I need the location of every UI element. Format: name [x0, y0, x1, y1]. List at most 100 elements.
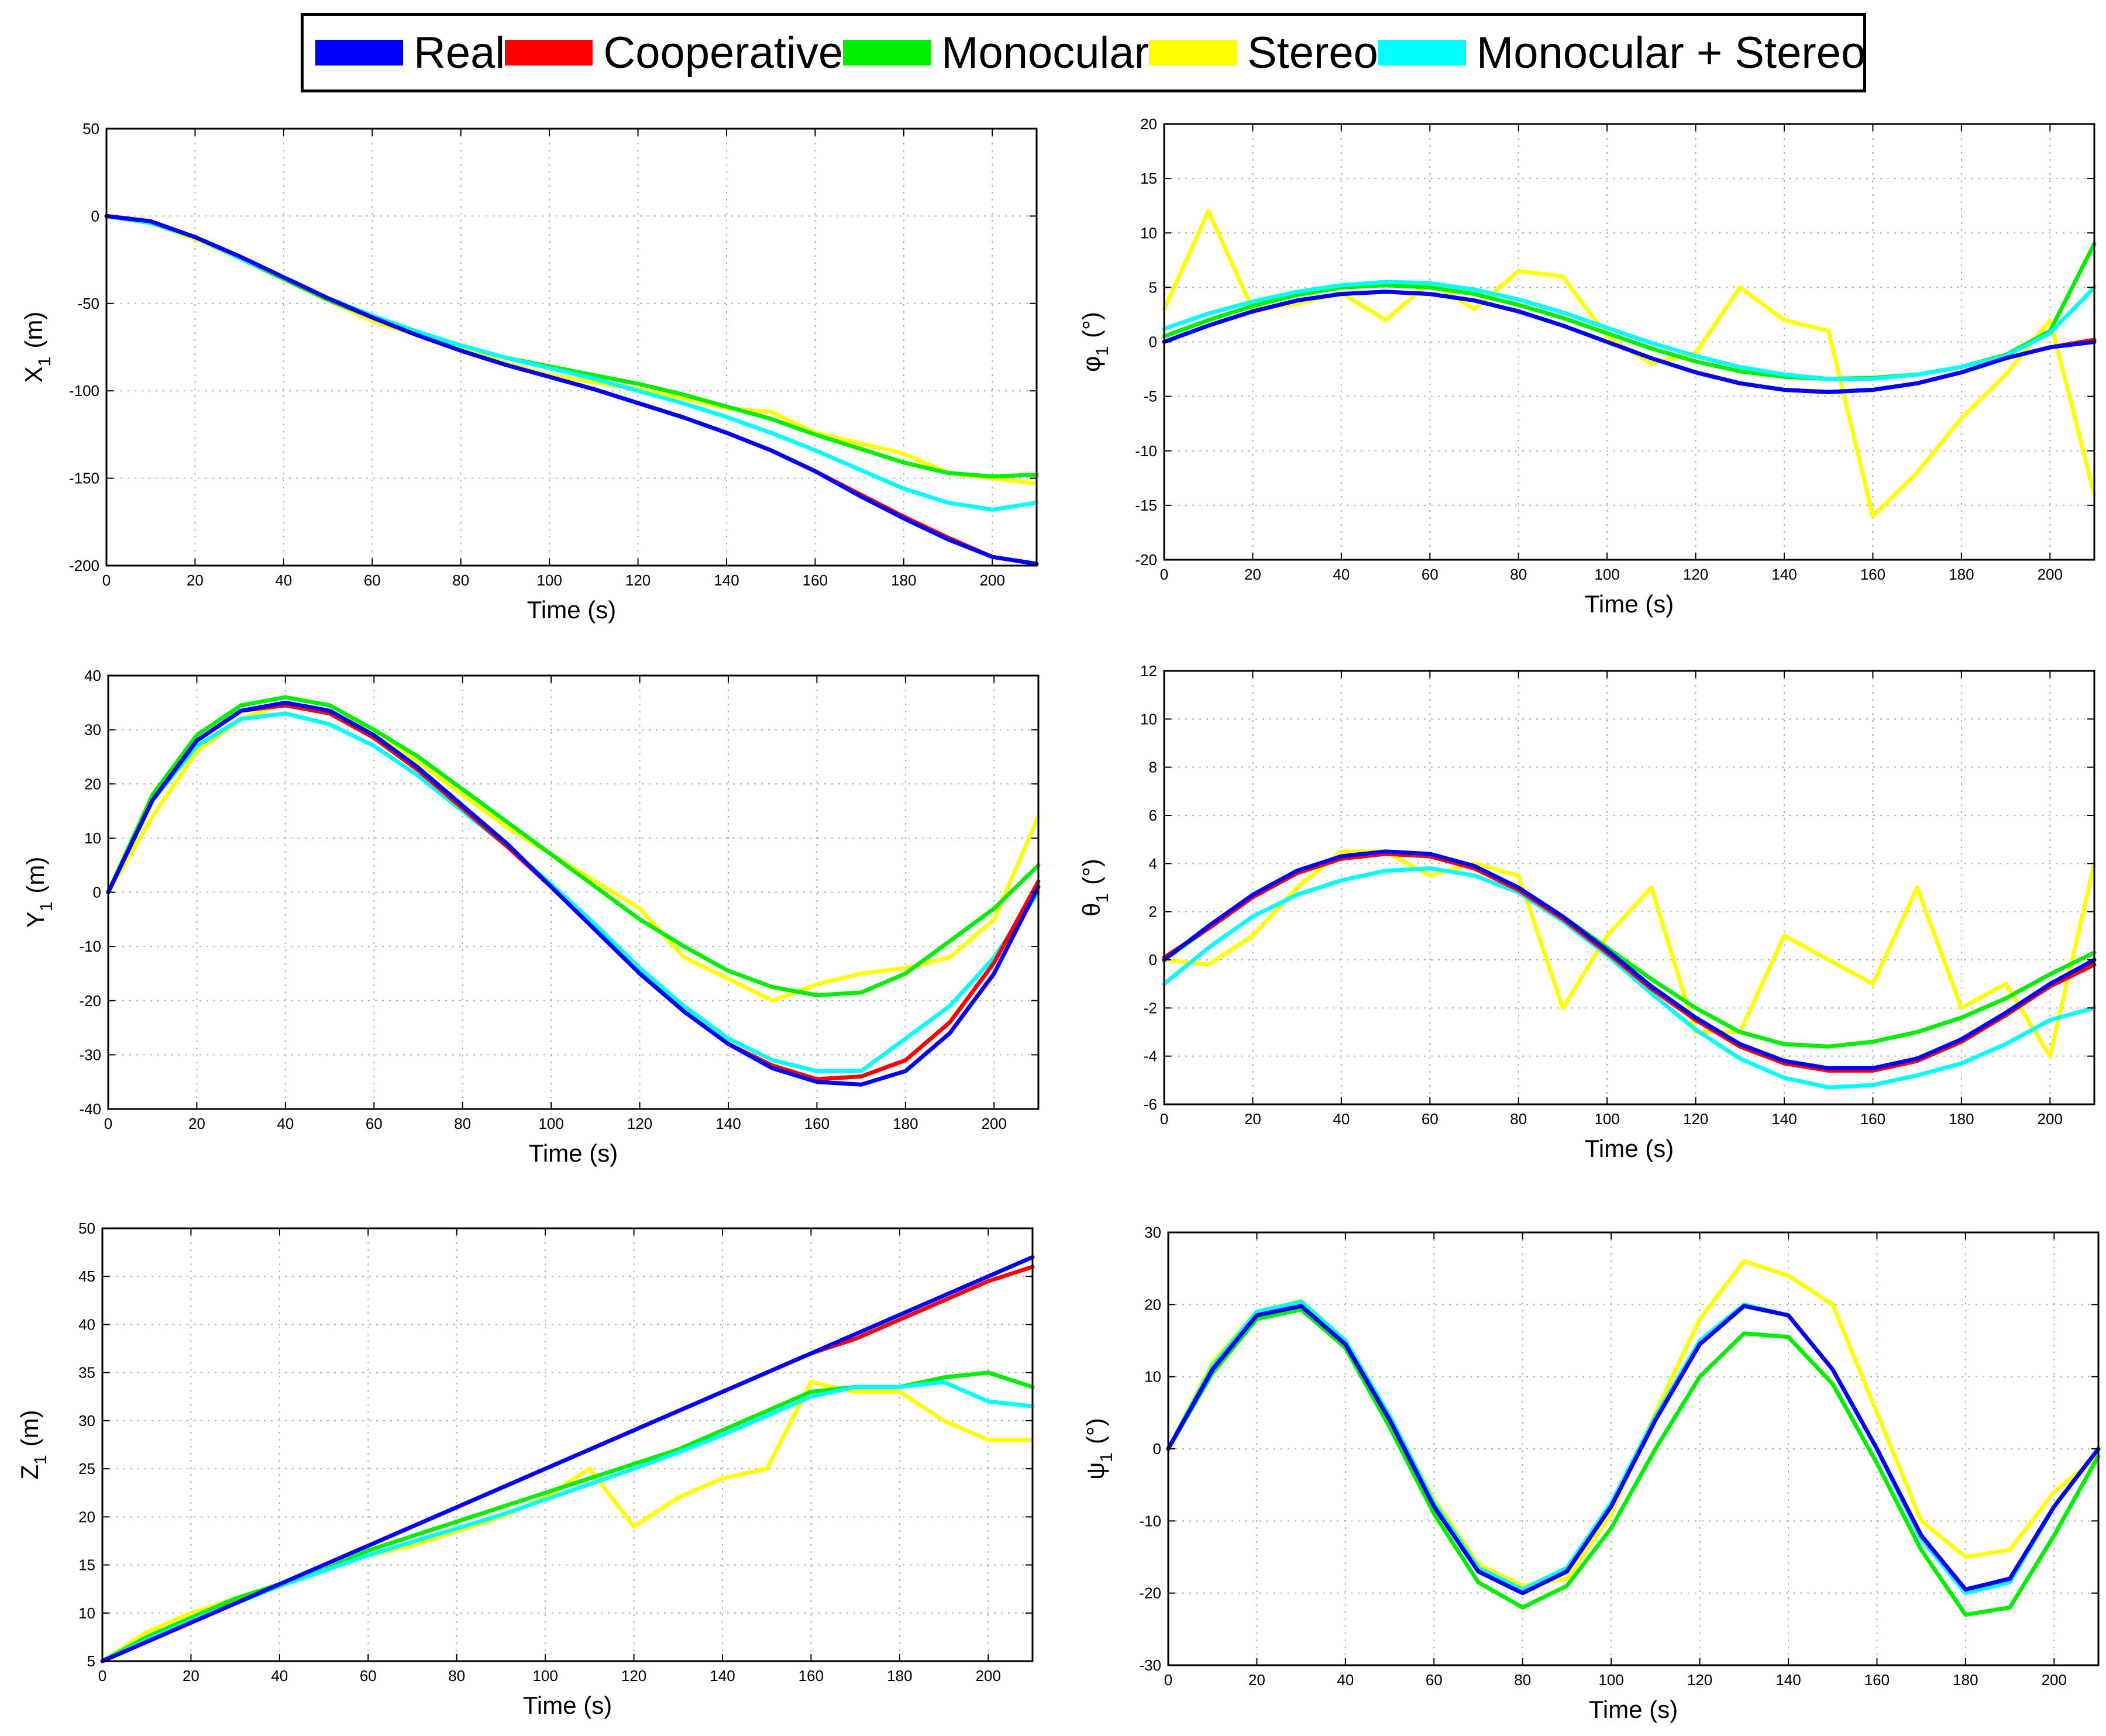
y-tick-label: -10: [1135, 442, 1157, 460]
y-axis-symbol: X: [20, 366, 47, 383]
y-tick-label: 15: [78, 1556, 95, 1574]
y-tick-label: 10: [84, 829, 101, 847]
y-tick-label: -20: [1139, 1585, 1161, 1602]
y-tick-label: 6: [1149, 807, 1157, 824]
x-tick-label: 0: [102, 571, 111, 589]
y-tick-label: -50: [77, 295, 99, 312]
y-tick-label: 10: [1140, 224, 1157, 242]
x-tick-label: 200: [982, 1115, 1007, 1132]
x-tick-label: 180: [891, 571, 916, 589]
y-axis-label: θ1 (°): [1078, 859, 1112, 917]
y-axis-symbol: ψ: [1082, 1462, 1109, 1480]
x-tick-label: 0: [1160, 1110, 1168, 1128]
y-tick-label: -15: [1135, 497, 1157, 514]
chart-psi1: 0 20 40 60 80 100 120 140 160 180 200 -30 -20 -10 0 10 2…: [1082, 1224, 2101, 1723]
x-axis-label: Time (s): [1585, 590, 1674, 618]
y-tick-label: 40: [84, 667, 101, 684]
x-tick-label: 160: [1864, 1671, 1890, 1689]
y-tick-label: 15: [1140, 170, 1157, 187]
x-axis-label: Time (s): [529, 1139, 618, 1167]
x-tick-label: 0: [98, 1667, 106, 1685]
y-axis-label: Y1 (m): [22, 857, 56, 928]
series-line-stereo: [104, 213, 1039, 486]
x-tick-label: 80: [1510, 566, 1527, 583]
y-tick-label: 20: [1144, 1296, 1161, 1313]
series-line-monocular-stereo: [100, 1380, 1035, 1663]
legend-item-cooperative: Cooperative: [505, 27, 843, 78]
axes-box: [1163, 670, 2095, 1105]
x-tick-label: 60: [360, 1667, 377, 1685]
x-tick-label: 40: [277, 1115, 294, 1132]
series-line-real: [106, 700, 1041, 1087]
x-tick-label: 180: [893, 1115, 918, 1132]
y-tick-label: 4: [1149, 855, 1157, 872]
y-axis-subscript: 1: [1093, 346, 1112, 356]
y-tick-label: 5: [1149, 278, 1157, 296]
x-tick-label: 160: [799, 1667, 824, 1685]
y-tick-label: -150: [69, 470, 99, 487]
y-axis-unit: (°): [1078, 859, 1105, 885]
legend-item-monocular: Monocular: [843, 27, 1149, 78]
y-axis-subscript: 1: [37, 902, 56, 912]
y-tick-label: 50: [82, 120, 99, 137]
x-tick-label: 40: [1333, 1110, 1350, 1128]
x-axis-label: Time (s): [527, 596, 616, 624]
y-axis-subscript: 1: [1097, 1452, 1116, 1462]
legend-label: Monocular: [941, 27, 1149, 78]
x-tick-label: 100: [1594, 566, 1619, 583]
y-tick-label: -30: [1139, 1656, 1161, 1674]
x-tick-label: 160: [803, 571, 828, 589]
y-tick-label: -20: [79, 992, 101, 1010]
y-tick-label: -100: [69, 382, 99, 399]
x-tick-label: 20: [1244, 1110, 1261, 1128]
y-axis-label: ψ1 (°): [1082, 1418, 1116, 1479]
x-tick-label: 80: [454, 1115, 471, 1132]
x-tick-label: 180: [1953, 1671, 1978, 1689]
legend-item-stereo: Stereo: [1148, 27, 1378, 78]
series-line-stereo: [106, 700, 1041, 1003]
x-tick-label: 100: [1598, 1671, 1623, 1689]
legend-swatch: [315, 40, 403, 66]
y-tick-label: -10: [1139, 1512, 1161, 1530]
x-tick-label: 200: [2042, 1671, 2067, 1689]
y-tick-label: -10: [79, 938, 101, 955]
x-tick-label: 140: [714, 571, 739, 589]
y-tick-label: 25: [78, 1460, 95, 1477]
x-tick-label: 20: [1244, 566, 1261, 583]
x-tick-label: 180: [887, 1667, 912, 1685]
x-tick-label: 200: [976, 1667, 1001, 1685]
y-tick-label: -40: [79, 1100, 101, 1118]
y-tick-label: 0: [91, 207, 99, 225]
y-axis-unit: (m): [20, 312, 47, 349]
x-tick-label: 40: [271, 1667, 288, 1685]
x-axis-label: Time (s): [1589, 1696, 1678, 1723]
series-line-real: [1162, 849, 2097, 1070]
legend-swatch: [505, 40, 593, 66]
chart-y1: 0 20 40 60 80 100 120 140 160 180 200-40-30-20-100…: [22, 667, 1041, 1167]
axes-box: [105, 128, 1038, 567]
x-tick-label: 20: [183, 1667, 199, 1685]
x-axis-label: Time (s): [1585, 1135, 1674, 1162]
series-line-real: [1166, 1304, 2101, 1596]
y-axis-label: φ1 (°): [1078, 312, 1112, 372]
y-axis-symbol: θ: [1078, 903, 1105, 917]
x-tick-label: 160: [1860, 566, 1885, 583]
y-tick-label: -6: [1144, 1096, 1157, 1113]
x-tick-label: 60: [1422, 566, 1439, 583]
legend-swatch: [1378, 40, 1466, 66]
x-tick-label: 100: [1594, 1110, 1619, 1128]
y-axis-unit: (m): [22, 857, 49, 894]
y-tick-label: 20: [84, 775, 101, 793]
x-tick-label: 80: [448, 1667, 465, 1685]
legend-label: Real: [414, 27, 505, 78]
y-tick-label: 40: [78, 1315, 95, 1333]
y-axis-unit: (°): [1078, 312, 1105, 338]
y-tick-label: -20: [1135, 551, 1157, 569]
y-tick-label: -5: [1144, 388, 1157, 405]
y-tick-label: 50: [78, 1220, 95, 1237]
x-tick-label: 140: [710, 1667, 735, 1685]
series-line-monocular-stereo: [106, 711, 1041, 1073]
series-line-stereo: [1162, 849, 2097, 1059]
y-tick-label: 12: [1140, 662, 1157, 680]
